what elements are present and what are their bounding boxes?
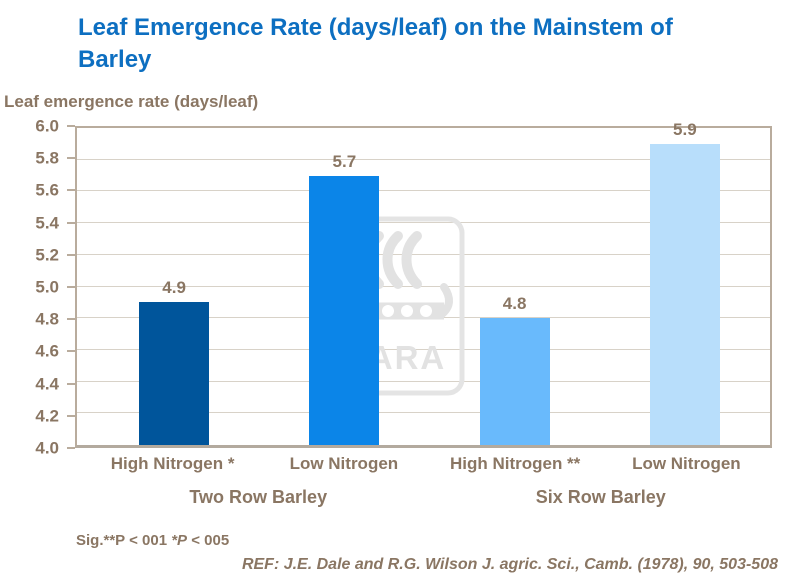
gridline — [77, 285, 770, 287]
significance-note: Sig.**P < 001 *P < 005 — [76, 532, 229, 549]
bar-value-label: 5.7 — [332, 151, 357, 171]
y-tick-label: 4.8 — [35, 309, 59, 329]
bar-value-label: 4.8 — [502, 294, 527, 314]
y-tick-mark — [67, 125, 75, 127]
y-tick-label: 5.0 — [35, 277, 59, 297]
y-tick-mark — [67, 253, 75, 256]
group-labels: Two Row Barley Six Row Barley — [75, 487, 772, 508]
bar-value-label: 4.9 — [162, 278, 186, 298]
sig-suffix: < 005 — [191, 532, 230, 549]
y-axis-title: Leaf emergence rate (days/leaf) — [4, 92, 259, 111]
y-tick-mark — [67, 447, 75, 449]
y-tick-label: 5.2 — [35, 245, 59, 265]
bar-low-nitrogen — [649, 143, 720, 445]
y-tick-mark — [67, 286, 75, 288]
gridline — [77, 380, 770, 382]
y-tick-label: 6.0 — [35, 116, 59, 136]
bar-low-nitrogen — [309, 175, 380, 445]
y-tick-label: 5.8 — [35, 148, 59, 168]
plot-area: YARA 4.9 5.7 4.8 5.9 — [75, 121, 772, 448]
y-tick-mark — [67, 157, 75, 160]
bars-container: 4.9 5.7 4.8 5.9 — [77, 121, 770, 445]
gridline — [77, 412, 770, 414]
y-tick-mark — [67, 189, 75, 192]
y-tick-label: 4.4 — [35, 374, 59, 394]
bar-high-nitrogen — [139, 302, 210, 445]
y-tick-mark — [67, 414, 75, 417]
bar-slot: 4.8 — [430, 128, 600, 445]
y-tick-label: 4.6 — [35, 341, 59, 361]
x-axis-label: Low Nitrogen — [289, 454, 399, 473]
y-tick-label: 5.6 — [35, 180, 59, 200]
y-tick-mark — [67, 318, 75, 321]
gridline — [77, 158, 770, 160]
reference-citation: REF: J.E. Dale and R.G. Wilson J. agric.… — [241, 556, 778, 573]
group-label-six-row: Six Row Barley — [535, 487, 666, 507]
y-tick-label: 5.4 — [35, 213, 59, 233]
y-tick-label: 4.0 — [35, 438, 59, 458]
gridline — [77, 190, 770, 192]
chart-title: Leaf Emergence Rate (days/leaf) on the M… — [78, 14, 673, 73]
x-axis-label: High Nitrogen ** — [449, 454, 581, 473]
bar-slot: 4.9 — [89, 128, 259, 445]
y-tick-mark — [67, 350, 75, 353]
sig-italic: *P — [171, 532, 188, 549]
y-axis: 4.0 4.2 4.4 4.6 4.8 5.0 5.2 5.4 5.6 5.8 6.0 — [0, 118, 75, 457]
x-axis-label: Low Nitrogen — [632, 454, 741, 473]
y-tick-mark — [67, 382, 75, 385]
gridline — [77, 348, 770, 350]
bar-slot: 5.9 — [600, 121, 770, 445]
y-tick-mark — [67, 221, 75, 224]
y-tick-label: 4.2 — [35, 406, 59, 426]
gridline — [77, 253, 770, 255]
gridline — [77, 222, 770, 224]
bar-value-label: 5.9 — [673, 119, 697, 139]
bar-slot: 5.7 — [259, 128, 429, 445]
bar-high-nitrogen — [479, 318, 550, 445]
sig-prefix: Sig.**P < 001 — [76, 532, 168, 549]
x-axis-labels: High Nitrogen * Low Nitrogen High Nitrogen… — [75, 454, 772, 474]
group-label-two-row: Two Row Barley — [189, 487, 328, 507]
x-axis-label: High Nitrogen * — [110, 454, 235, 473]
